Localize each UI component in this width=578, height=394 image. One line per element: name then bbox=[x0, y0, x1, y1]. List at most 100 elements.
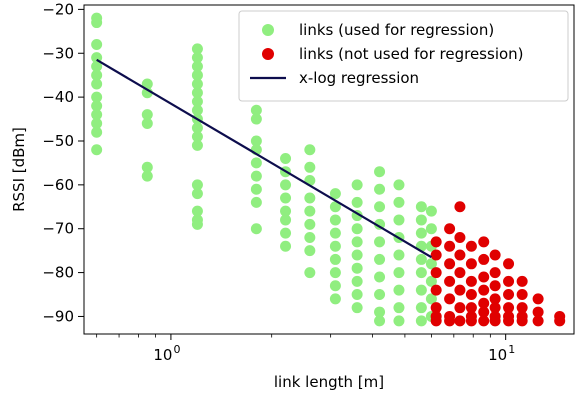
point-used bbox=[425, 258, 437, 270]
point-used bbox=[393, 214, 405, 226]
point-not-used bbox=[554, 315, 566, 327]
point-used bbox=[393, 284, 405, 296]
point-used bbox=[91, 38, 103, 50]
point-used bbox=[304, 192, 316, 204]
y-tick-label: −90 bbox=[42, 307, 74, 325]
y-tick-label: −70 bbox=[42, 220, 74, 238]
point-not-used bbox=[516, 289, 528, 301]
point-not-used bbox=[465, 315, 477, 327]
point-used bbox=[351, 302, 363, 314]
point-used bbox=[141, 170, 153, 182]
x-axis-label: link length [m] bbox=[274, 373, 384, 391]
point-not-used bbox=[489, 280, 501, 292]
regression-line bbox=[96, 58, 432, 259]
point-used bbox=[304, 161, 316, 173]
point-used bbox=[374, 201, 386, 213]
point-used bbox=[304, 245, 316, 257]
point-used bbox=[191, 188, 203, 200]
point-used bbox=[329, 240, 341, 252]
point-not-used bbox=[465, 302, 477, 314]
legend-box bbox=[238, 10, 569, 102]
point-used bbox=[91, 109, 103, 121]
point-used bbox=[415, 267, 427, 279]
point-used bbox=[425, 223, 437, 235]
point-used bbox=[393, 196, 405, 208]
point-used bbox=[329, 201, 341, 213]
point-used bbox=[393, 179, 405, 191]
point-used bbox=[374, 306, 386, 318]
point-used bbox=[415, 302, 427, 314]
point-used bbox=[425, 293, 437, 305]
point-used bbox=[250, 183, 262, 195]
point-used bbox=[415, 284, 427, 296]
point-used bbox=[91, 91, 103, 103]
point-used bbox=[191, 122, 203, 134]
point-used bbox=[91, 69, 103, 81]
point-used bbox=[191, 139, 203, 151]
point-used bbox=[304, 267, 316, 279]
point-not-used bbox=[532, 293, 544, 305]
point-not-used bbox=[454, 315, 466, 327]
point-used bbox=[191, 69, 203, 81]
point-used bbox=[191, 131, 203, 143]
point-used bbox=[250, 135, 262, 147]
point-not-used bbox=[532, 306, 544, 318]
point-not-used bbox=[444, 293, 456, 305]
point-not-used bbox=[478, 271, 490, 283]
point-not-used bbox=[444, 315, 456, 327]
point-used bbox=[250, 104, 262, 116]
point-not-used bbox=[503, 289, 515, 301]
point-used bbox=[374, 289, 386, 301]
point-not-used bbox=[516, 302, 528, 314]
point-used bbox=[141, 117, 153, 129]
point-not-used bbox=[444, 275, 456, 287]
point-used bbox=[141, 87, 153, 99]
point-used bbox=[280, 153, 292, 165]
point-used bbox=[374, 166, 386, 178]
legend-label: links (used for regression) bbox=[299, 21, 494, 39]
point-not-used bbox=[465, 240, 477, 252]
point-used bbox=[415, 201, 427, 213]
point-not-used bbox=[489, 293, 501, 305]
plot-frame bbox=[83, 4, 575, 335]
point-not-used bbox=[430, 315, 442, 327]
y-tick-label: −40 bbox=[42, 88, 74, 106]
legend-label: links (not used for regression) bbox=[299, 45, 524, 63]
point-used bbox=[415, 227, 427, 239]
point-not-used bbox=[478, 236, 490, 248]
point-not-used bbox=[465, 289, 477, 301]
point-not-used bbox=[478, 297, 490, 309]
point-used bbox=[351, 289, 363, 301]
point-used bbox=[280, 240, 292, 252]
point-used bbox=[415, 253, 427, 265]
point-used bbox=[250, 113, 262, 125]
point-not-used bbox=[503, 275, 515, 287]
x-tick-label: 101 bbox=[488, 343, 515, 364]
point-not-used bbox=[430, 302, 442, 314]
x-tick-label: 100 bbox=[153, 343, 180, 364]
point-used bbox=[329, 227, 341, 239]
point-used bbox=[329, 267, 341, 279]
point-not-used bbox=[444, 258, 456, 270]
point-used bbox=[250, 196, 262, 208]
point-not-used bbox=[454, 201, 466, 213]
y-tick-label: −20 bbox=[42, 0, 74, 18]
y-tick-label: −60 bbox=[42, 176, 74, 194]
point-not-used bbox=[478, 315, 490, 327]
point-used bbox=[280, 192, 292, 204]
point-not-used bbox=[516, 275, 528, 287]
point-not-used bbox=[444, 240, 456, 252]
point-used bbox=[191, 218, 203, 230]
point-used bbox=[374, 253, 386, 265]
point-used bbox=[393, 315, 405, 327]
y-axis-label: RSSI [dBm] bbox=[10, 127, 28, 212]
point-not-used bbox=[478, 253, 490, 265]
point-not-used bbox=[454, 267, 466, 279]
point-used bbox=[329, 293, 341, 305]
point-used bbox=[393, 267, 405, 279]
point-not-used bbox=[454, 284, 466, 296]
point-used bbox=[351, 249, 363, 261]
point-used bbox=[141, 109, 153, 121]
point-not-used bbox=[430, 236, 442, 248]
